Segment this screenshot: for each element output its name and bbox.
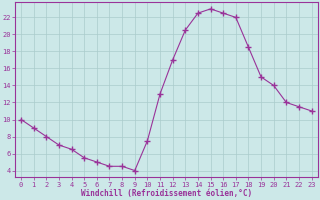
X-axis label: Windchill (Refroidissement éolien,°C): Windchill (Refroidissement éolien,°C) (81, 189, 252, 198)
